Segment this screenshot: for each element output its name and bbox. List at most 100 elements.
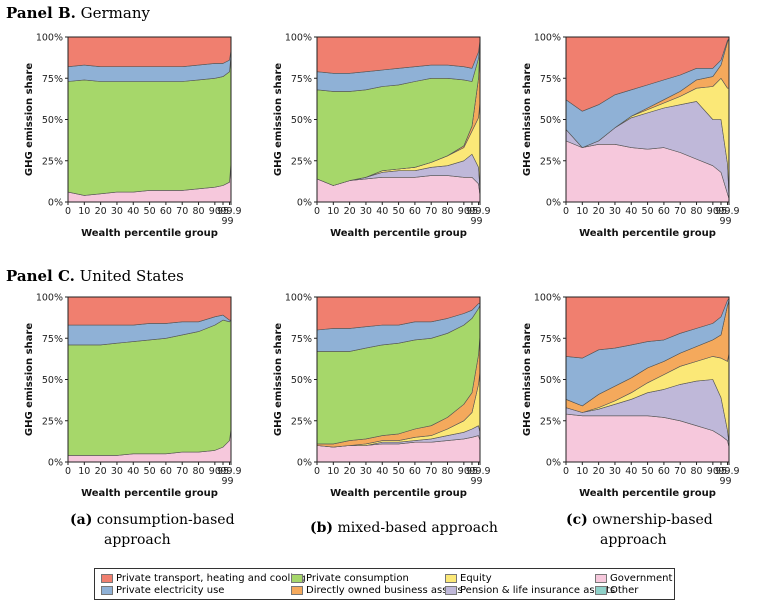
x-tick-label: 60 <box>658 466 670 477</box>
x-tick-label: 50 <box>393 206 405 217</box>
x-tick-label: 30 <box>609 206 621 217</box>
y-tick-label: 0% <box>48 458 63 469</box>
x-tick-label: 70 <box>425 466 437 477</box>
x-tick-label: 40 <box>625 466 637 477</box>
panel-country: Germany <box>80 4 150 22</box>
x-tick-label: 70 <box>176 466 188 477</box>
caption-text-line2: approach <box>104 532 171 548</box>
x-tick-label: 20 <box>95 466 107 477</box>
chart-5: 0% 25% 50% 75% 100% 0 10 20 30 40 50 60 70 80 909599.9… <box>522 293 740 500</box>
legend-swatch <box>595 586 607 595</box>
y-axis-label: GHG emission share <box>24 323 35 436</box>
caption-text: ownership-based <box>592 512 713 528</box>
chart-1: 0% 25% 50% 75% 100% 0 10 20 30 40 50 60 70 80 909599.9… <box>273 33 491 240</box>
panel-heading-germany: Panel B. Germany <box>6 4 150 22</box>
chart-3: 0% 25% 50% 75% 100% 0 10 20 30 40 50 60 70 80 909599.9… <box>24 293 242 500</box>
x-tick-label: 95 <box>466 206 478 217</box>
y-axis-label: GHG emission share <box>522 323 533 436</box>
x-tick-label: 90 <box>707 206 719 217</box>
x-tick-label: 20 <box>344 466 356 477</box>
x-tick-label: 50 <box>642 466 654 477</box>
y-tick-label: 0% <box>297 198 312 209</box>
x-tick-label: 80 <box>192 466 204 477</box>
area-transport <box>67 36 232 67</box>
y-tick-label: 100% <box>534 33 561 44</box>
x-tick-label: 10 <box>78 206 90 217</box>
x-tick-label: 50 <box>144 466 156 477</box>
legend-label: Private electricity use <box>116 585 225 596</box>
x-tick-label: 90 <box>458 466 470 477</box>
legend-label: Private transport, heating and cooling <box>116 573 306 584</box>
chart-0: 0% 25% 50% 75% 100% 0 10 20 30 40 50 60 70 80 909599.9… <box>24 33 242 240</box>
x-tick-label: 60 <box>658 206 670 217</box>
legend-swatch <box>595 574 607 583</box>
x-tick-label: 95 <box>217 206 229 217</box>
caption-text-line2: approach <box>600 532 667 548</box>
x-tick-label: 40 <box>625 206 637 217</box>
legend-label: Pension & life insurance assets <box>460 585 616 596</box>
legend-item-pension: Pension & life insurance assets <box>445 585 615 596</box>
y-tick-label: 25% <box>291 156 312 167</box>
x-axis-label: Wealth percentile group <box>81 228 218 239</box>
y-tick-label: 75% <box>291 74 312 85</box>
x-tick-label: 10 <box>327 206 339 217</box>
x-tick-label: 70 <box>674 206 686 217</box>
legend-swatch <box>101 586 113 595</box>
legend-label: Other <box>610 585 639 596</box>
x-tick-label: 60 <box>409 466 421 477</box>
legend-label: Private consumption <box>306 573 409 584</box>
caption-letter: (b) <box>310 520 334 536</box>
x-tick-label: 80 <box>192 206 204 217</box>
x-tick-label: 90 <box>707 466 719 477</box>
charts-canvas: 0%25%50%75%100%0 10 20 30 40 50 60 70 80 909599.9… <box>24 33 740 500</box>
x-tick-label: 80 <box>441 206 453 217</box>
x-tick-label: 10 <box>327 466 339 477</box>
y-tick-label: 0% <box>48 198 63 209</box>
x-tick-label: 0 <box>563 206 569 217</box>
x-tick-label-99: 99 <box>719 476 731 487</box>
legend-swatch <box>291 574 303 583</box>
x-tick-label: 0 <box>314 206 320 217</box>
x-tick-label: 80 <box>441 466 453 477</box>
y-tick-label: 100% <box>534 293 561 304</box>
caption-mixed-based: (b) mixed-based approach <box>310 518 550 538</box>
x-tick-label: 40 <box>376 206 388 217</box>
panel-label: Panel C. <box>6 267 75 285</box>
x-tick-label: 50 <box>144 206 156 217</box>
y-axis-label: GHG emission share <box>273 63 284 176</box>
y-tick-label: 0% <box>297 458 312 469</box>
x-tick-label: 60 <box>160 206 172 217</box>
y-tick-label: 50% <box>42 375 63 386</box>
legend-item-other: Other <box>595 585 638 596</box>
x-tick-label: 90 <box>458 206 470 217</box>
x-tick-label: 99.9 <box>718 206 739 217</box>
x-tick-label: 20 <box>593 206 605 217</box>
y-tick-label: 100% <box>36 293 63 304</box>
caption-text: mixed-based approach <box>337 520 498 536</box>
y-tick-label: 100% <box>285 33 312 44</box>
x-tick-label-99: 99 <box>470 476 482 487</box>
x-tick-label: 95 <box>715 206 727 217</box>
panel-label: Panel B. <box>6 4 76 22</box>
x-tick-label: 80 <box>690 466 702 477</box>
legend-item-government: Government <box>595 573 672 584</box>
legend-swatch <box>291 586 303 595</box>
y-tick-label: 25% <box>42 416 63 427</box>
chart-4: 0% 25% 50% 75% 100% 0 10 20 30 40 50 60 70 80 909599.9… <box>273 293 491 500</box>
caption-consumption-based: (a) consumption-based approach <box>70 510 300 550</box>
x-tick-label: 40 <box>127 206 139 217</box>
x-tick-label: 60 <box>160 466 172 477</box>
legend: Private transport, heating and cooling P… <box>94 568 675 600</box>
x-tick-label-99: 99 <box>470 216 482 227</box>
caption-text: consumption-based <box>96 512 235 528</box>
y-tick-label: 25% <box>540 156 561 167</box>
y-tick-label: 100% <box>285 293 312 304</box>
y-tick-label: 75% <box>291 334 312 345</box>
x-tick-label: 70 <box>425 206 437 217</box>
x-tick-label: 90 <box>209 206 221 217</box>
caption-ownership-based: (c) ownership-based approach <box>566 510 769 550</box>
x-tick-label: 10 <box>576 466 588 477</box>
panel-country: United States <box>79 267 184 285</box>
y-tick-label: 100% <box>36 33 63 44</box>
caption-letter: (a) <box>70 512 93 528</box>
